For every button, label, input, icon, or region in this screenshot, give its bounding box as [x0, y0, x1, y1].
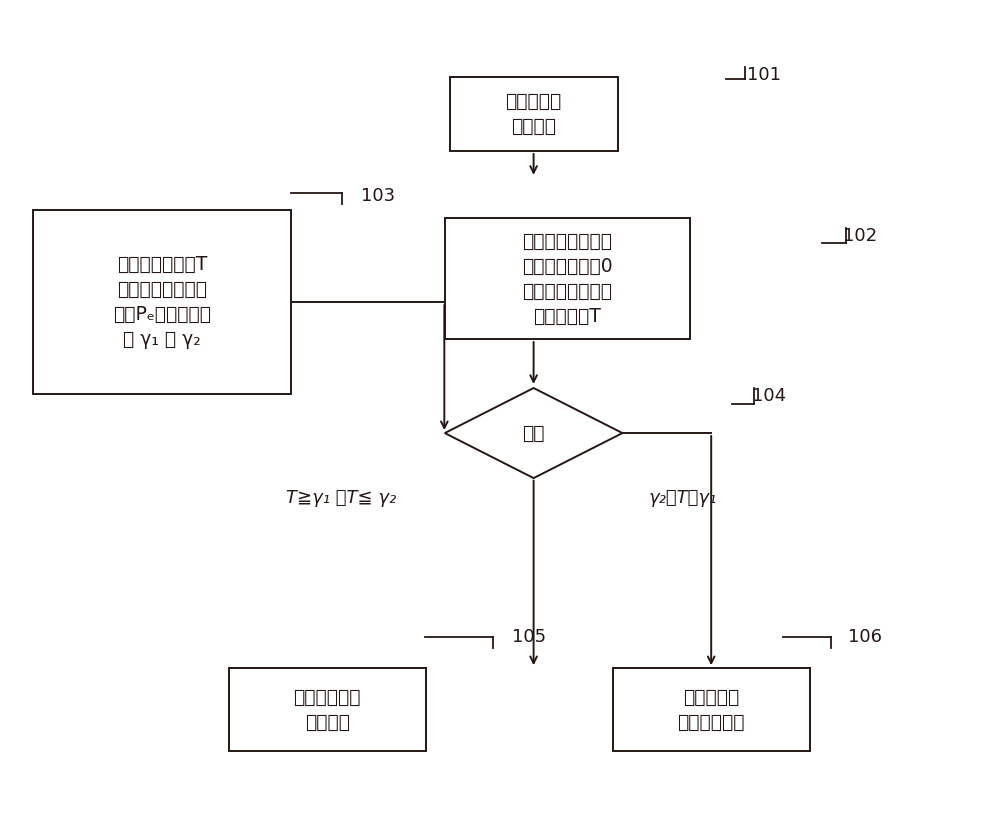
- Text: 105: 105: [512, 628, 546, 645]
- Text: 101: 101: [747, 66, 781, 84]
- Bar: [33, 211, 291, 394]
- Text: 根据检验统计量T: 根据检验统计量T: [117, 255, 207, 274]
- Bar: [613, 668, 810, 751]
- Text: 布，以样值大于0: 布，以样值大于0: [522, 257, 613, 276]
- Text: 进行采样: 进行采样: [511, 118, 556, 136]
- Text: 在，频谱空闲: 在，频谱空闲: [677, 712, 745, 732]
- Text: 对接收信号: 对接收信号: [505, 92, 562, 111]
- Text: γ₂＜T＜γ₁: γ₂＜T＜γ₁: [648, 489, 717, 507]
- Text: 限 γ₁ 和 γ₂: 限 γ₁ 和 γ₂: [123, 330, 201, 349]
- Text: 106: 106: [848, 628, 882, 645]
- Text: 102: 102: [843, 227, 877, 245]
- Text: 检验统计量T: 检验统计量T: [533, 307, 601, 326]
- Text: T≧γ₁ 或T≦ γ₂: T≧γ₁ 或T≦ γ₂: [286, 489, 397, 507]
- Text: 频谱占用: 频谱占用: [305, 712, 350, 732]
- Text: 103: 103: [361, 188, 395, 206]
- Text: 104: 104: [752, 388, 786, 406]
- Text: 统计采样点数值分: 统计采样点数值分: [522, 232, 612, 251]
- Bar: [450, 77, 618, 152]
- Bar: [229, 668, 426, 751]
- Text: 主用户存在，: 主用户存在，: [293, 688, 361, 707]
- Bar: [445, 218, 690, 339]
- Text: 的采样点个数作为: 的采样点个数作为: [522, 282, 612, 301]
- Polygon shape: [445, 388, 622, 478]
- Text: 判决: 判决: [522, 424, 545, 442]
- Text: 概率Pₑ计算判决门: 概率Pₑ计算判决门: [113, 305, 211, 324]
- Text: 的概率分布和虚警: 的概率分布和虚警: [117, 280, 207, 299]
- Text: 主用户不存: 主用户不存: [683, 688, 739, 707]
